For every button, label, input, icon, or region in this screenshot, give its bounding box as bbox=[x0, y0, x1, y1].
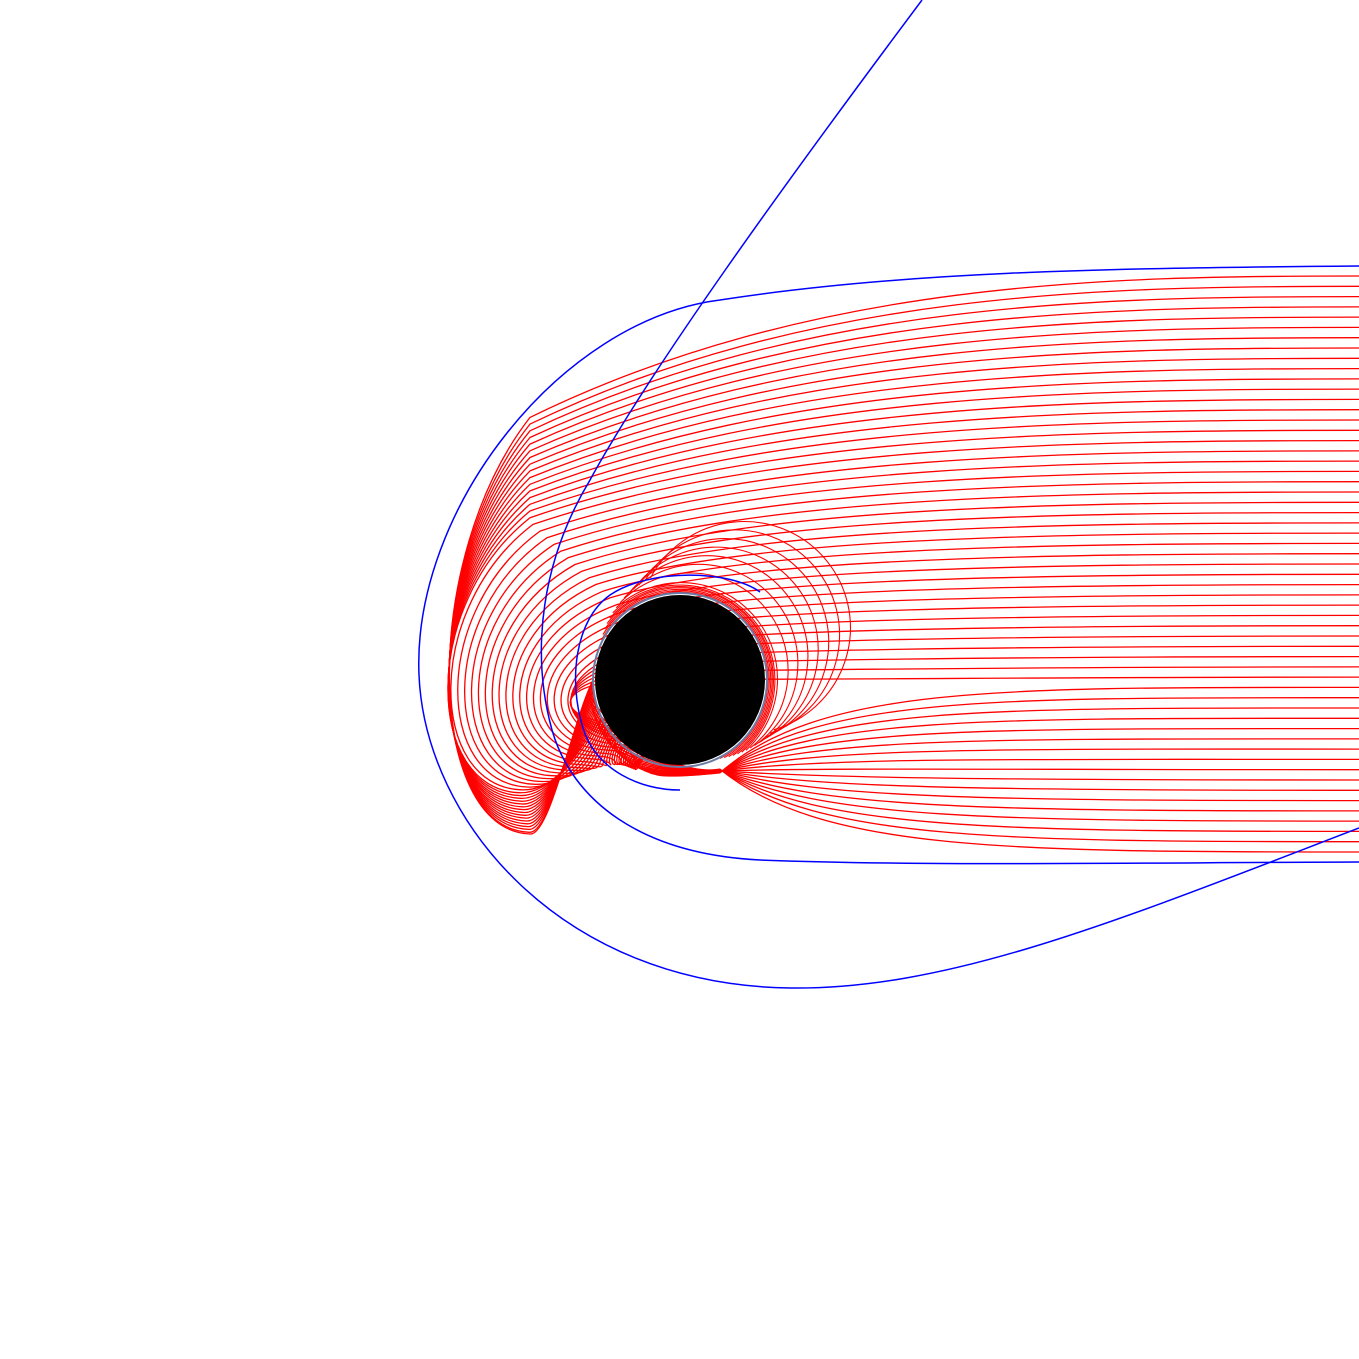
captured-ray bbox=[597, 719, 1359, 802]
captured-ray bbox=[470, 470, 1359, 783]
captured-ray bbox=[638, 537, 830, 738]
captured-ray bbox=[623, 738, 1359, 775]
captured-ray bbox=[457, 450, 1359, 788]
captured-ray bbox=[623, 563, 799, 747]
captured-ray bbox=[484, 491, 1359, 777]
captured-ray bbox=[609, 586, 774, 755]
captured-ray bbox=[644, 529, 841, 734]
captured-ray bbox=[447, 398, 1359, 802]
captured-ray bbox=[447, 388, 1359, 805]
boundary-rays-group bbox=[418, 0, 1359, 989]
captured-ray bbox=[641, 707, 1359, 776]
captured-ray bbox=[448, 326, 1359, 822]
captured-ray bbox=[477, 481, 1359, 780]
captured-ray bbox=[512, 532, 1359, 768]
captured-ray bbox=[505, 522, 1359, 770]
captured-ray bbox=[605, 731, 1359, 781]
captured-ray bbox=[447, 367, 1359, 811]
captured-ray bbox=[448, 337, 1359, 819]
captured-ray bbox=[464, 460, 1359, 785]
captured-ray bbox=[448, 275, 1359, 835]
captured-ray bbox=[604, 588, 772, 758]
captured-ray bbox=[447, 429, 1359, 794]
captured-ray bbox=[448, 295, 1359, 831]
photon-sphere bbox=[592, 592, 768, 768]
captured-ray bbox=[448, 347, 1359, 816]
captured-ray bbox=[447, 357, 1359, 814]
event-horizon bbox=[595, 595, 765, 765]
captured-ray bbox=[448, 285, 1359, 833]
captured-ray bbox=[491, 501, 1359, 774]
captured-ray bbox=[498, 511, 1359, 772]
captured-ray bbox=[649, 521, 851, 731]
captured-ray bbox=[635, 717, 1359, 776]
captured-ray bbox=[448, 316, 1359, 825]
captured-ray bbox=[447, 378, 1359, 808]
captured-ray bbox=[612, 584, 776, 753]
captured-ray bbox=[532, 563, 1359, 766]
captured-ray bbox=[629, 727, 1359, 775]
captured-ray bbox=[447, 409, 1359, 799]
captured-ray bbox=[628, 555, 809, 744]
captured-ray bbox=[602, 590, 770, 759]
captured-ray bbox=[601, 725, 1359, 791]
captured-ray bbox=[606, 587, 773, 756]
captured-ray bbox=[615, 582, 779, 751]
captured-ray bbox=[519, 542, 1359, 767]
boundary-ray-lower-return bbox=[540, 0, 1359, 865]
captured-ray bbox=[526, 553, 1359, 766]
captured-ray bbox=[633, 546, 819, 741]
captured-ray bbox=[618, 746, 1359, 774]
boundary-ray-inner-orbit bbox=[574, 574, 761, 791]
captured-ray bbox=[613, 741, 1359, 774]
captured-ray bbox=[609, 736, 1359, 773]
boundary-ray-outer-loop bbox=[418, 265, 1359, 989]
captured-ray bbox=[647, 697, 1359, 777]
captured-ray bbox=[447, 419, 1359, 797]
captured-ray bbox=[450, 439, 1359, 791]
captured-ray bbox=[448, 306, 1359, 828]
